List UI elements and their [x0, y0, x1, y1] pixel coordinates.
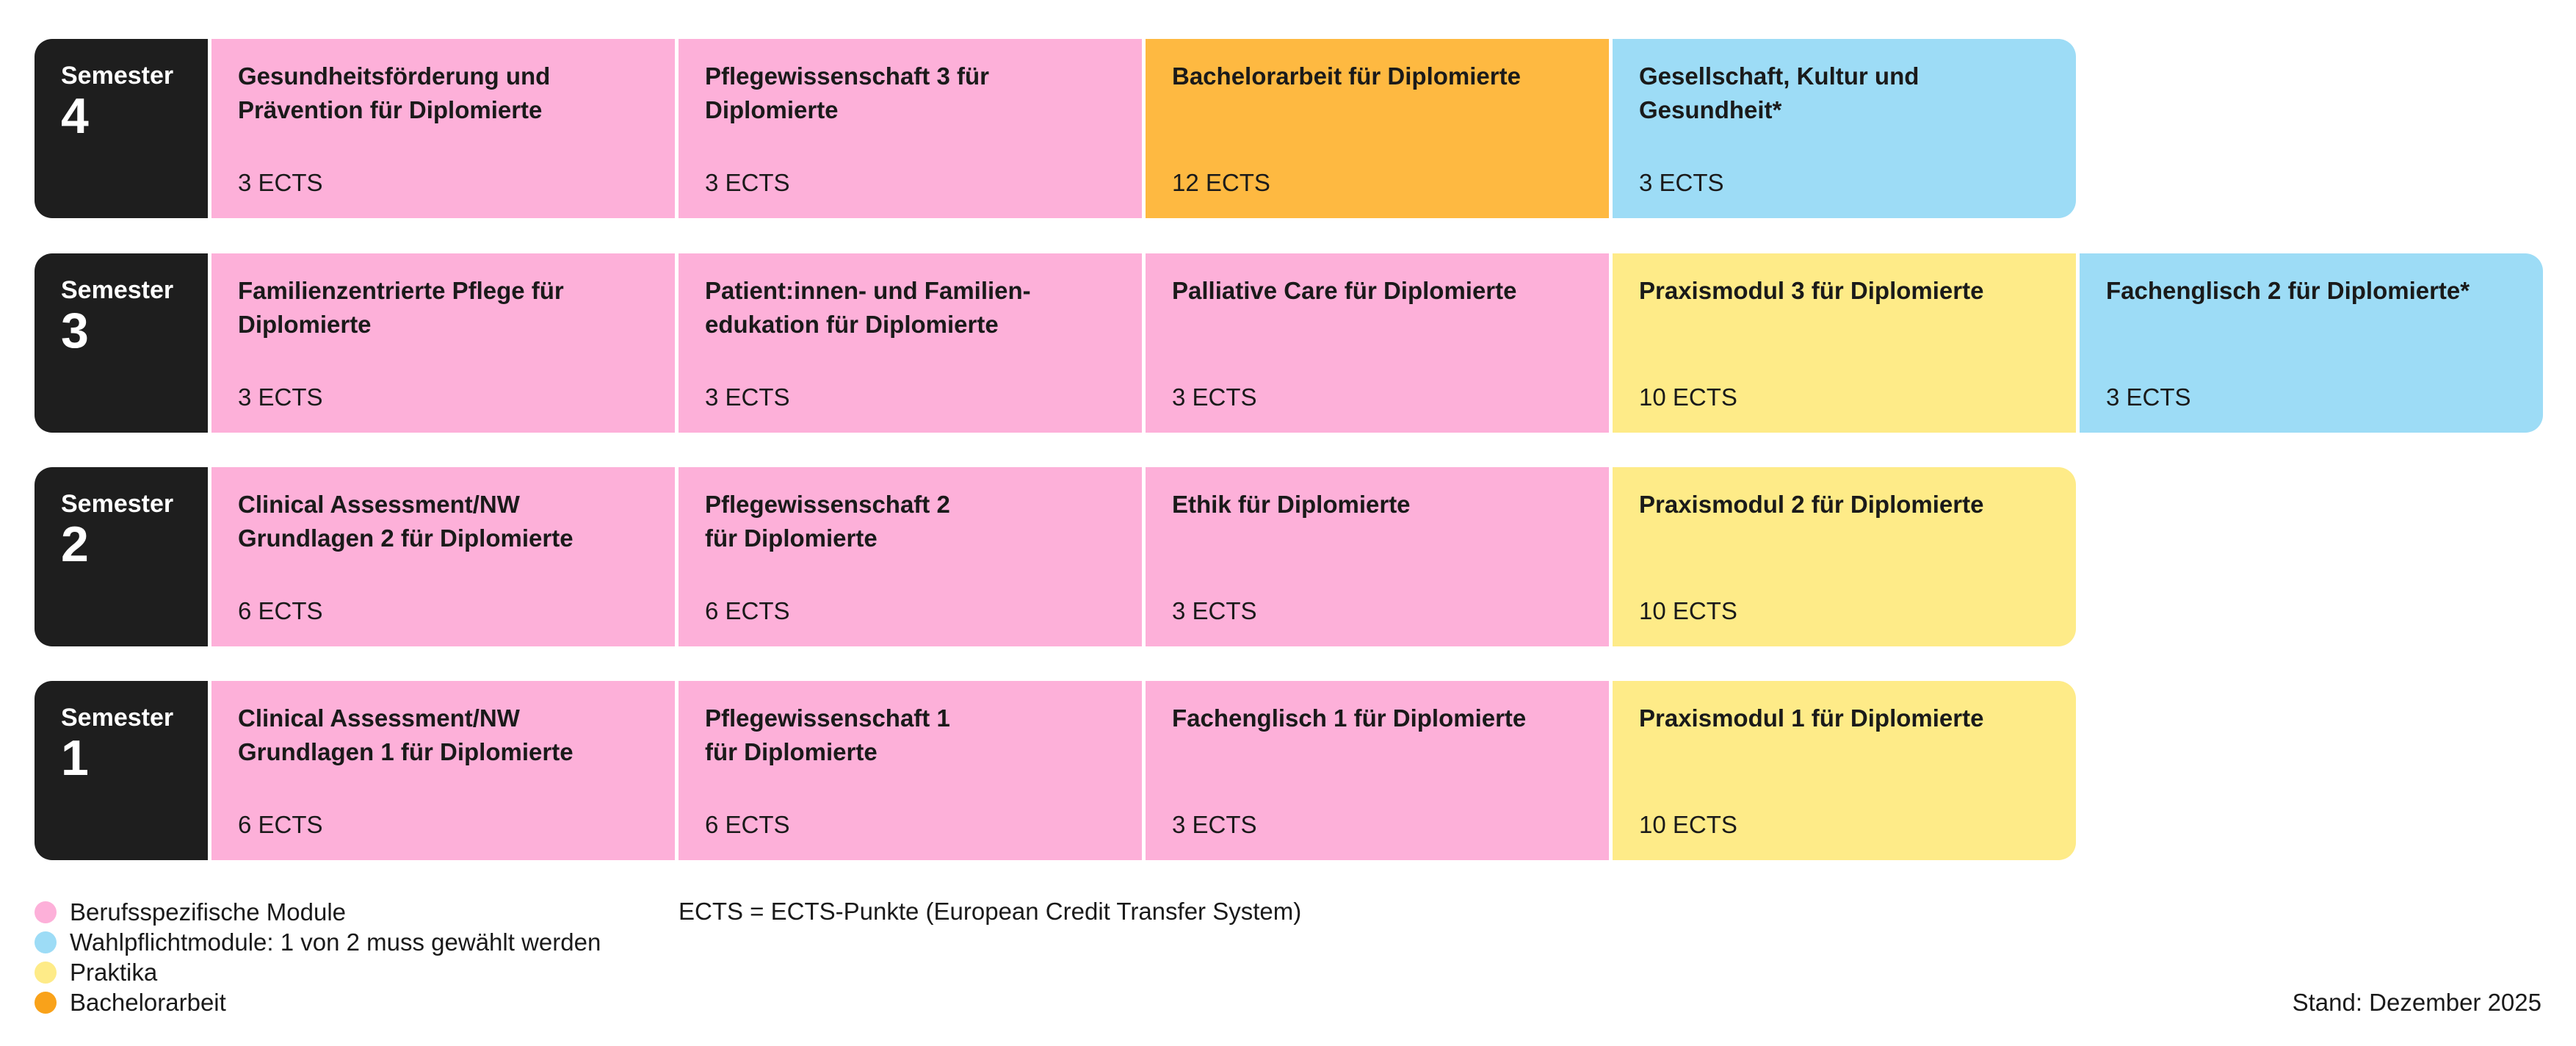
- module-ects: 10 ECTS: [1639, 811, 1737, 838]
- legend-item: Praktika: [35, 957, 601, 987]
- stand-date: Stand: Dezember 2025: [2292, 989, 2541, 1016]
- module-ects: 3 ECTS: [1172, 811, 1257, 838]
- module-ects: 6 ECTS: [705, 811, 790, 838]
- module-ects: 6 ECTS: [238, 597, 323, 624]
- semester-row-2: Semester 2 Clinical Assessment/NW Grundl…: [35, 467, 2076, 646]
- module-title: Familienzentrierte Pflege für Diplomiert…: [238, 277, 564, 338]
- legend-label: Bachelorarbeit: [70, 989, 226, 1016]
- module-ects: 3 ECTS: [238, 169, 323, 196]
- module-card: Gesellschaft, Kultur und Gesundheit* 3 E…: [1613, 39, 2076, 218]
- legend-label: Wahlpflichtmodule: 1 von 2 muss gewählt …: [70, 928, 601, 956]
- module-ects: 10 ECTS: [1639, 383, 1737, 411]
- semester-label-box: Semester 1: [35, 681, 208, 860]
- module-title: Praxismodul 3 für Diplomierte: [1639, 277, 1984, 304]
- module-card: Fachenglisch 2 für Diplomierte* 3 ECTS: [2080, 253, 2543, 433]
- module-title: Ethik für Diplomierte: [1172, 491, 1411, 518]
- module-card: Pflegewissenschaft 1 für Diplomierte 6 E…: [679, 681, 1142, 860]
- module-card: Fachenglisch 1 für Diplomierte 3 ECTS: [1146, 681, 1609, 860]
- module-ects: 6 ECTS: [238, 811, 323, 838]
- semester-label-box: Semester 3: [35, 253, 208, 433]
- legend-dot-icon: [35, 991, 57, 1014]
- module-title: Praxismodul 2 für Diplomierte: [1639, 491, 1984, 518]
- legend-item: Berufsspezifische Module: [35, 897, 601, 927]
- module-card: Pflegewissenschaft 2 für Diplomierte 6 E…: [679, 467, 1142, 646]
- module-card: Pflegewissenschaft 3 für Diplomierte 3 E…: [679, 39, 1142, 218]
- module-ects: 3 ECTS: [1172, 597, 1257, 624]
- legend-dot-icon: [35, 961, 57, 984]
- semester-number: 1: [61, 730, 89, 786]
- module-card: Praxismodul 2 für Diplomierte 10 ECTS: [1613, 467, 2076, 646]
- module-ects: 3 ECTS: [1172, 383, 1257, 411]
- module-title: Clinical Assessment/NW Grundlagen 1 für …: [238, 704, 574, 765]
- module-ects: 12 ECTS: [1172, 169, 1270, 196]
- module-title: Patient:innen- und Familien- edukation f…: [705, 277, 1031, 338]
- module-ects: 10 ECTS: [1639, 597, 1737, 624]
- module-card: Praxismodul 1 für Diplomierte 10 ECTS: [1613, 681, 2076, 860]
- module-card: Clinical Assessment/NW Grundlagen 2 für …: [211, 467, 675, 646]
- module-title: Gesundheitsförderung und Prävention für …: [238, 62, 551, 123]
- module-card: Clinical Assessment/NW Grundlagen 1 für …: [211, 681, 675, 860]
- module-title: Bachelorarbeit für Diplomierte: [1172, 62, 1521, 90]
- module-ects: 3 ECTS: [705, 383, 790, 411]
- legend-dot-icon: [35, 901, 57, 923]
- module-card: Ethik für Diplomierte 3 ECTS: [1146, 467, 1609, 646]
- semester-label: Semester: [61, 490, 174, 518]
- module-card: Bachelorarbeit für Diplomierte 12 ECTS: [1146, 39, 1609, 218]
- semester-row-1: Semester 1 Clinical Assessment/NW Grundl…: [35, 681, 2076, 860]
- module-card: Praxismodul 3 für Diplomierte 10 ECTS: [1613, 253, 2076, 433]
- semester-number: 2: [61, 516, 89, 572]
- semester-label-box: Semester 4: [35, 39, 208, 218]
- module-title: Palliative Care für Diplomierte: [1172, 277, 1517, 304]
- module-title: Pflegewissenschaft 2 für Diplomierte: [705, 491, 950, 552]
- semester-label: Semester: [61, 704, 174, 732]
- semester-label-box: Semester 2: [35, 467, 208, 646]
- module-title: Praxismodul 1 für Diplomierte: [1639, 704, 1984, 732]
- module-card: Familienzentrierte Pflege für Diplomiert…: [211, 253, 675, 433]
- module-card: Patient:innen- und Familien- edukation f…: [679, 253, 1142, 433]
- module-ects: 3 ECTS: [2106, 383, 2191, 411]
- legend-item: Bachelorarbeit: [35, 987, 601, 1017]
- semester-row-4: Semester 4 Gesundheitsförderung und Präv…: [35, 39, 2076, 218]
- semester-number: 3: [61, 303, 89, 358]
- legend-dot-icon: [35, 931, 57, 953]
- module-title: Pflegewissenschaft 3 für Diplomierte: [705, 62, 989, 123]
- semester-row-3: Semester 3 Familienzentrierte Pflege für…: [35, 253, 2543, 433]
- semester-number: 4: [61, 88, 89, 144]
- module-card: Palliative Care für Diplomierte 3 ECTS: [1146, 253, 1609, 433]
- ects-note: ECTS = ECTS-Punkte (European Credit Tran…: [679, 898, 1302, 925]
- module-title: Gesellschaft, Kultur und Gesundheit*: [1639, 62, 1920, 123]
- legend: Berufsspezifische Module Wahlpflichtmodu…: [35, 897, 601, 1017]
- module-card: Gesundheitsförderung und Prävention für …: [211, 39, 675, 218]
- module-title: Fachenglisch 1 für Diplomierte: [1172, 704, 1527, 732]
- module-ects: 3 ECTS: [1639, 169, 1724, 196]
- semester-label: Semester: [61, 276, 174, 304]
- legend-item: Wahlpflichtmodule: 1 von 2 muss gewählt …: [35, 927, 601, 957]
- semester-label: Semester: [61, 62, 174, 90]
- module-title: Fachenglisch 2 für Diplomierte*: [2106, 277, 2470, 304]
- module-ects: 6 ECTS: [705, 597, 790, 624]
- legend-label: Praktika: [70, 959, 158, 986]
- module-title: Pflegewissenschaft 1 für Diplomierte: [705, 704, 950, 765]
- module-ects: 3 ECTS: [238, 383, 323, 411]
- legend-label: Berufsspezifische Module: [70, 898, 347, 926]
- module-ects: 3 ECTS: [705, 169, 790, 196]
- module-title: Clinical Assessment/NW Grundlagen 2 für …: [238, 491, 574, 552]
